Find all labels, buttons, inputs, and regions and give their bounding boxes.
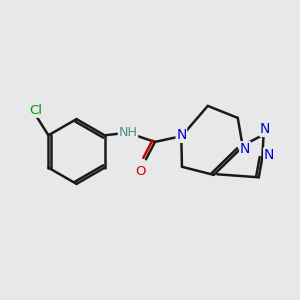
Text: N: N [260, 122, 270, 136]
Text: NH: NH [118, 126, 137, 140]
Text: O: O [136, 165, 146, 178]
Text: N: N [176, 128, 187, 142]
Text: N: N [240, 142, 250, 156]
Text: N: N [264, 148, 274, 162]
Text: Cl: Cl [29, 104, 42, 117]
